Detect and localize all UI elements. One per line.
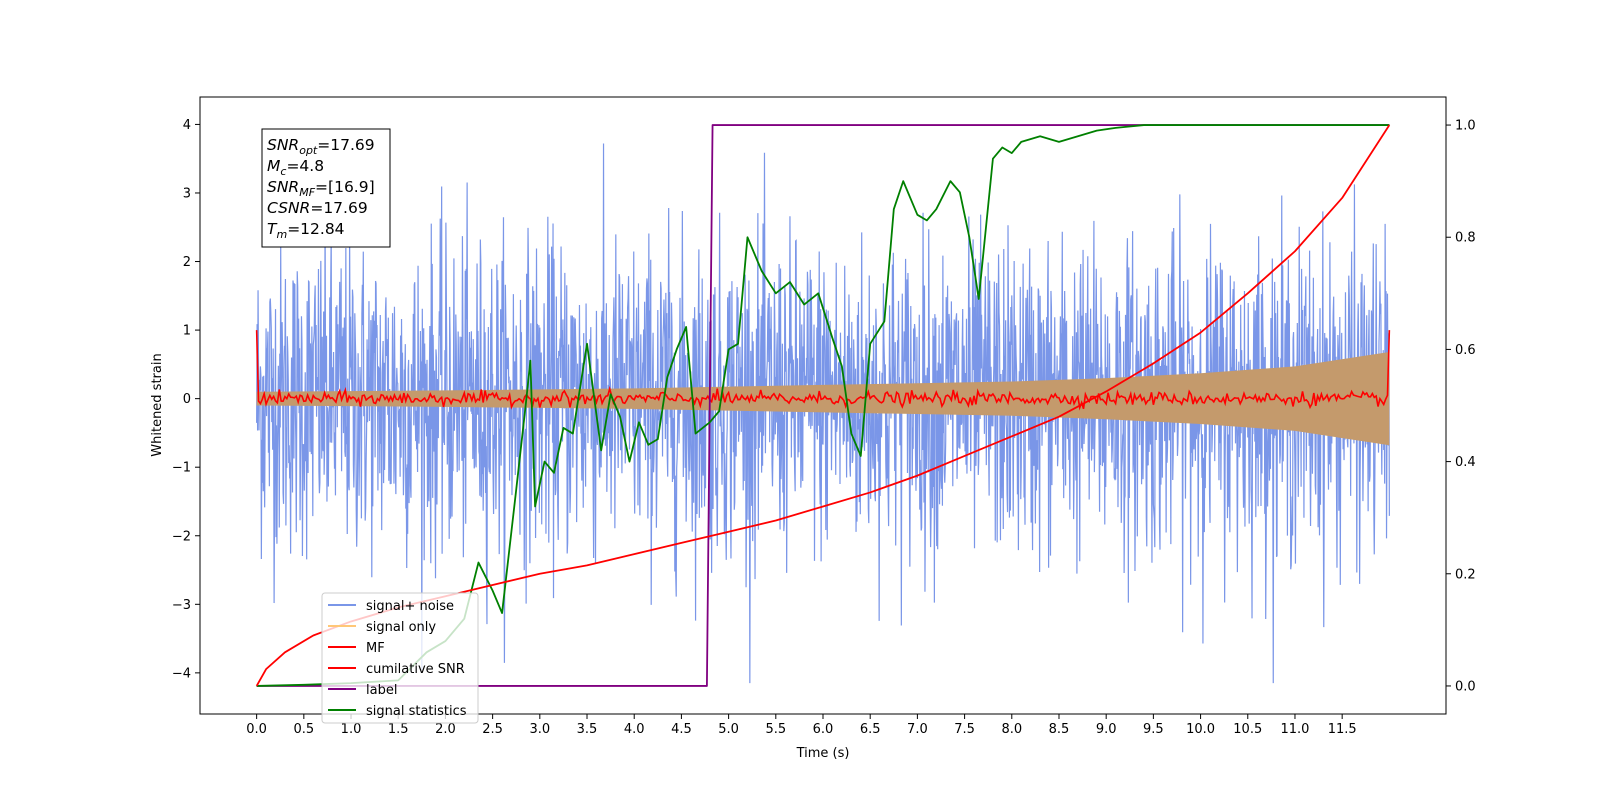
y-tick-label: 0 <box>183 392 191 407</box>
x-tick-label: 9.0 <box>1096 722 1117 737</box>
annotation-line: Tm=12.84 <box>267 220 345 241</box>
x-tick-label: 1.5 <box>388 722 409 737</box>
x-tick-label: 11.5 <box>1328 722 1357 737</box>
legend-label: signal only <box>366 620 436 635</box>
legend-label: cumilative SNR <box>366 662 465 677</box>
annotation-box: SNRopt=17.69Mc=4.8SNRMF=[16.9]CSNR=17.69… <box>261 128 391 248</box>
x-tick-label: 10.0 <box>1186 722 1215 737</box>
x-tick-label: 5.0 <box>718 722 739 737</box>
series-mf <box>255 330 1391 411</box>
series-label <box>256 124 1390 687</box>
annotation-line: CSNR=17.69 <box>267 199 368 217</box>
y-axis-label: Whitened strain <box>150 353 165 456</box>
y2-tick-label: 0.2 <box>1455 567 1476 582</box>
y-tick-label: 4 <box>183 118 191 133</box>
y-tick-label: 2 <box>183 255 191 270</box>
annotation-frame <box>261 128 391 248</box>
y2-tick-label: 0.8 <box>1455 231 1476 246</box>
legend-label: signal+ noise <box>366 599 454 614</box>
annotation-line: Mc=4.8 <box>267 157 324 178</box>
x-tick-label: 10.5 <box>1233 722 1262 737</box>
y-tick-label: −4 <box>172 666 191 681</box>
y-tick-label: −2 <box>172 529 191 544</box>
x-axis-ticks: 0.0 0.5 1.0 1.5 2.0 2.5 3.0 3.5 4.0 4.5 5.0 5.5 6.0 6… <box>246 714 1357 737</box>
x-tick-label: 3.5 <box>577 722 598 737</box>
x-tick-label: 11.0 <box>1280 722 1309 737</box>
y-tick-label: 1 <box>183 324 191 339</box>
x-tick-label: 7.5 <box>954 722 975 737</box>
x-tick-label: 8.0 <box>1001 722 1022 737</box>
x-tick-label: 9.5 <box>1143 722 1164 737</box>
legend: signal+ noise signal only MF cumilative SNR… <box>321 592 479 724</box>
y-tick-label: −1 <box>172 461 191 476</box>
annotation-line: SNRMF=[16.9] <box>267 178 375 199</box>
x-tick-label: 2.5 <box>482 722 503 737</box>
y2-axis-ticks: 1.0 0.8 0.6 0.4 0.2 0.0 <box>1446 119 1476 694</box>
x-tick-label: 6.0 <box>813 722 834 737</box>
x-tick-label: 4.0 <box>624 722 645 737</box>
x-tick-label: 4.5 <box>671 722 692 737</box>
legend-label: MF <box>366 641 385 656</box>
series-signal-statistics <box>256 124 1390 687</box>
legend-label: label <box>366 683 397 698</box>
x-tick-label: 7.0 <box>907 722 928 737</box>
y-tick-label: −3 <box>172 598 191 613</box>
x-tick-label: 1.0 <box>341 722 362 737</box>
y2-tick-label: 0.6 <box>1455 343 1476 358</box>
x-tick-label: 6.5 <box>860 722 881 737</box>
x-tick-label: 3.0 <box>529 722 550 737</box>
x-tick-label: 0.0 <box>246 722 267 737</box>
y2-tick-label: 0.4 <box>1455 455 1476 470</box>
y-tick-label: 3 <box>183 186 191 201</box>
annotation-line: SNRopt=17.69 <box>267 136 375 157</box>
x-tick-label: 2.0 <box>435 722 456 737</box>
x-tick-label: 8.5 <box>1049 722 1070 737</box>
legend-frame <box>321 592 479 724</box>
y-axis-ticks: 4 3 2 1 0 −1 −2 −3 −4 <box>172 118 200 681</box>
x-tick-label: 5.5 <box>765 722 786 737</box>
y2-tick-label: 1.0 <box>1455 119 1476 134</box>
x-axis-label: Time (s) <box>796 746 850 761</box>
legend-label: signal statistics <box>366 704 467 719</box>
y2-tick-label: 0.0 <box>1455 679 1476 694</box>
x-tick-label: 0.5 <box>293 722 314 737</box>
